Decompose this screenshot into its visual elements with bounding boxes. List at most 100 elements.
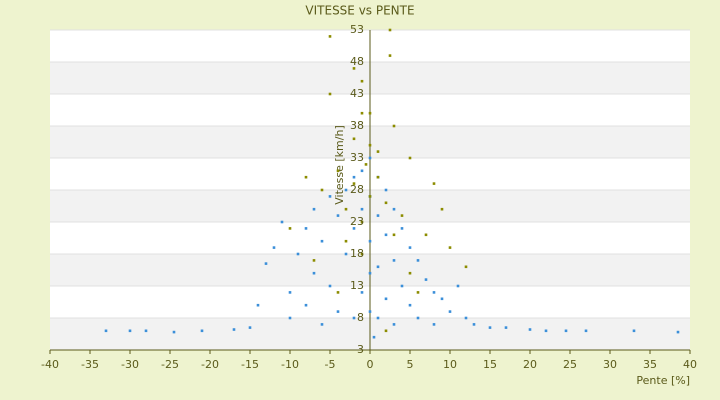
- point: [328, 195, 332, 198]
- point: [564, 329, 568, 333]
- y-axis-title: Vitesse [km/h]: [333, 125, 346, 205]
- point: [464, 316, 468, 320]
- point: [312, 259, 316, 262]
- point: [432, 323, 436, 326]
- point: [416, 291, 420, 294]
- point: [464, 265, 468, 269]
- point: [248, 326, 252, 329]
- point: [352, 137, 356, 141]
- point: [528, 328, 532, 331]
- point: [368, 195, 372, 198]
- point: [384, 297, 388, 301]
- point: [336, 214, 340, 217]
- point: [368, 111, 372, 115]
- point: [408, 246, 412, 249]
- point: [368, 239, 372, 243]
- x-tick-label: -5: [325, 358, 336, 371]
- point: [632, 329, 636, 333]
- y-tick-label: 43: [350, 87, 364, 100]
- point: [392, 259, 396, 262]
- point: [400, 227, 404, 230]
- point: [384, 233, 388, 237]
- point: [376, 265, 380, 269]
- y-tick-label: 3: [357, 343, 364, 356]
- point: [304, 175, 308, 179]
- point: [368, 156, 372, 160]
- point: [472, 323, 476, 326]
- point: [388, 28, 392, 32]
- point: [352, 316, 356, 320]
- point: [200, 329, 204, 333]
- point: [392, 207, 396, 211]
- point: [288, 316, 292, 320]
- x-axis-title: Pente [%]: [636, 374, 690, 387]
- point: [360, 79, 364, 83]
- x-tick-label: 35: [643, 358, 657, 371]
- point: [388, 54, 392, 57]
- y-tick-label: 48: [350, 55, 364, 68]
- point: [440, 297, 444, 301]
- point: [336, 291, 340, 294]
- x-tick-label: -35: [81, 358, 99, 371]
- x-tick-label: 0: [367, 358, 374, 371]
- point: [400, 284, 404, 288]
- point: [336, 310, 340, 313]
- point: [424, 278, 428, 281]
- point: [304, 303, 308, 307]
- y-tick-label: 53: [350, 23, 364, 36]
- point: [424, 233, 428, 237]
- point: [448, 246, 452, 249]
- point: [144, 329, 148, 333]
- point: [328, 92, 332, 96]
- y-tick-label: 8: [357, 311, 364, 324]
- x-tick-label: -20: [201, 358, 219, 371]
- chart-title: VITESSE vs PENTE: [305, 4, 414, 18]
- point: [676, 330, 680, 334]
- y-tick-label: 18: [350, 247, 364, 260]
- x-tick-label: -40: [41, 358, 59, 371]
- point: [432, 182, 436, 185]
- point: [376, 316, 380, 320]
- point: [408, 271, 412, 275]
- point: [128, 329, 132, 333]
- x-tick-label: 30: [603, 358, 617, 371]
- point: [372, 335, 376, 339]
- point: [364, 163, 368, 166]
- point: [328, 284, 332, 288]
- point: [416, 316, 420, 320]
- x-tick-label: -30: [121, 358, 139, 371]
- x-tick-label: 15: [483, 358, 497, 371]
- y-tick-label: 33: [350, 151, 364, 164]
- x-tick-label: 40: [683, 358, 697, 371]
- point: [432, 291, 436, 294]
- point: [368, 271, 372, 275]
- point: [376, 175, 380, 179]
- x-tick-label: -10: [281, 358, 299, 371]
- point: [504, 326, 508, 329]
- x-tick-label: 10: [443, 358, 457, 371]
- point: [328, 35, 332, 38]
- point: [344, 239, 348, 243]
- point: [344, 207, 348, 211]
- point: [296, 252, 300, 256]
- point: [544, 329, 548, 333]
- point: [312, 207, 316, 211]
- point: [360, 207, 364, 211]
- point: [360, 169, 364, 173]
- point: [360, 252, 364, 256]
- point: [320, 188, 324, 192]
- point: [392, 124, 396, 128]
- y-tick-label: 23: [350, 215, 364, 228]
- point: [368, 310, 372, 313]
- point: [256, 303, 260, 307]
- point: [392, 233, 396, 237]
- point: [232, 328, 236, 331]
- point: [584, 329, 588, 333]
- point: [392, 323, 396, 326]
- point: [456, 284, 460, 288]
- point: [264, 262, 268, 265]
- point: [488, 326, 492, 329]
- point: [376, 214, 380, 217]
- point: [360, 111, 364, 115]
